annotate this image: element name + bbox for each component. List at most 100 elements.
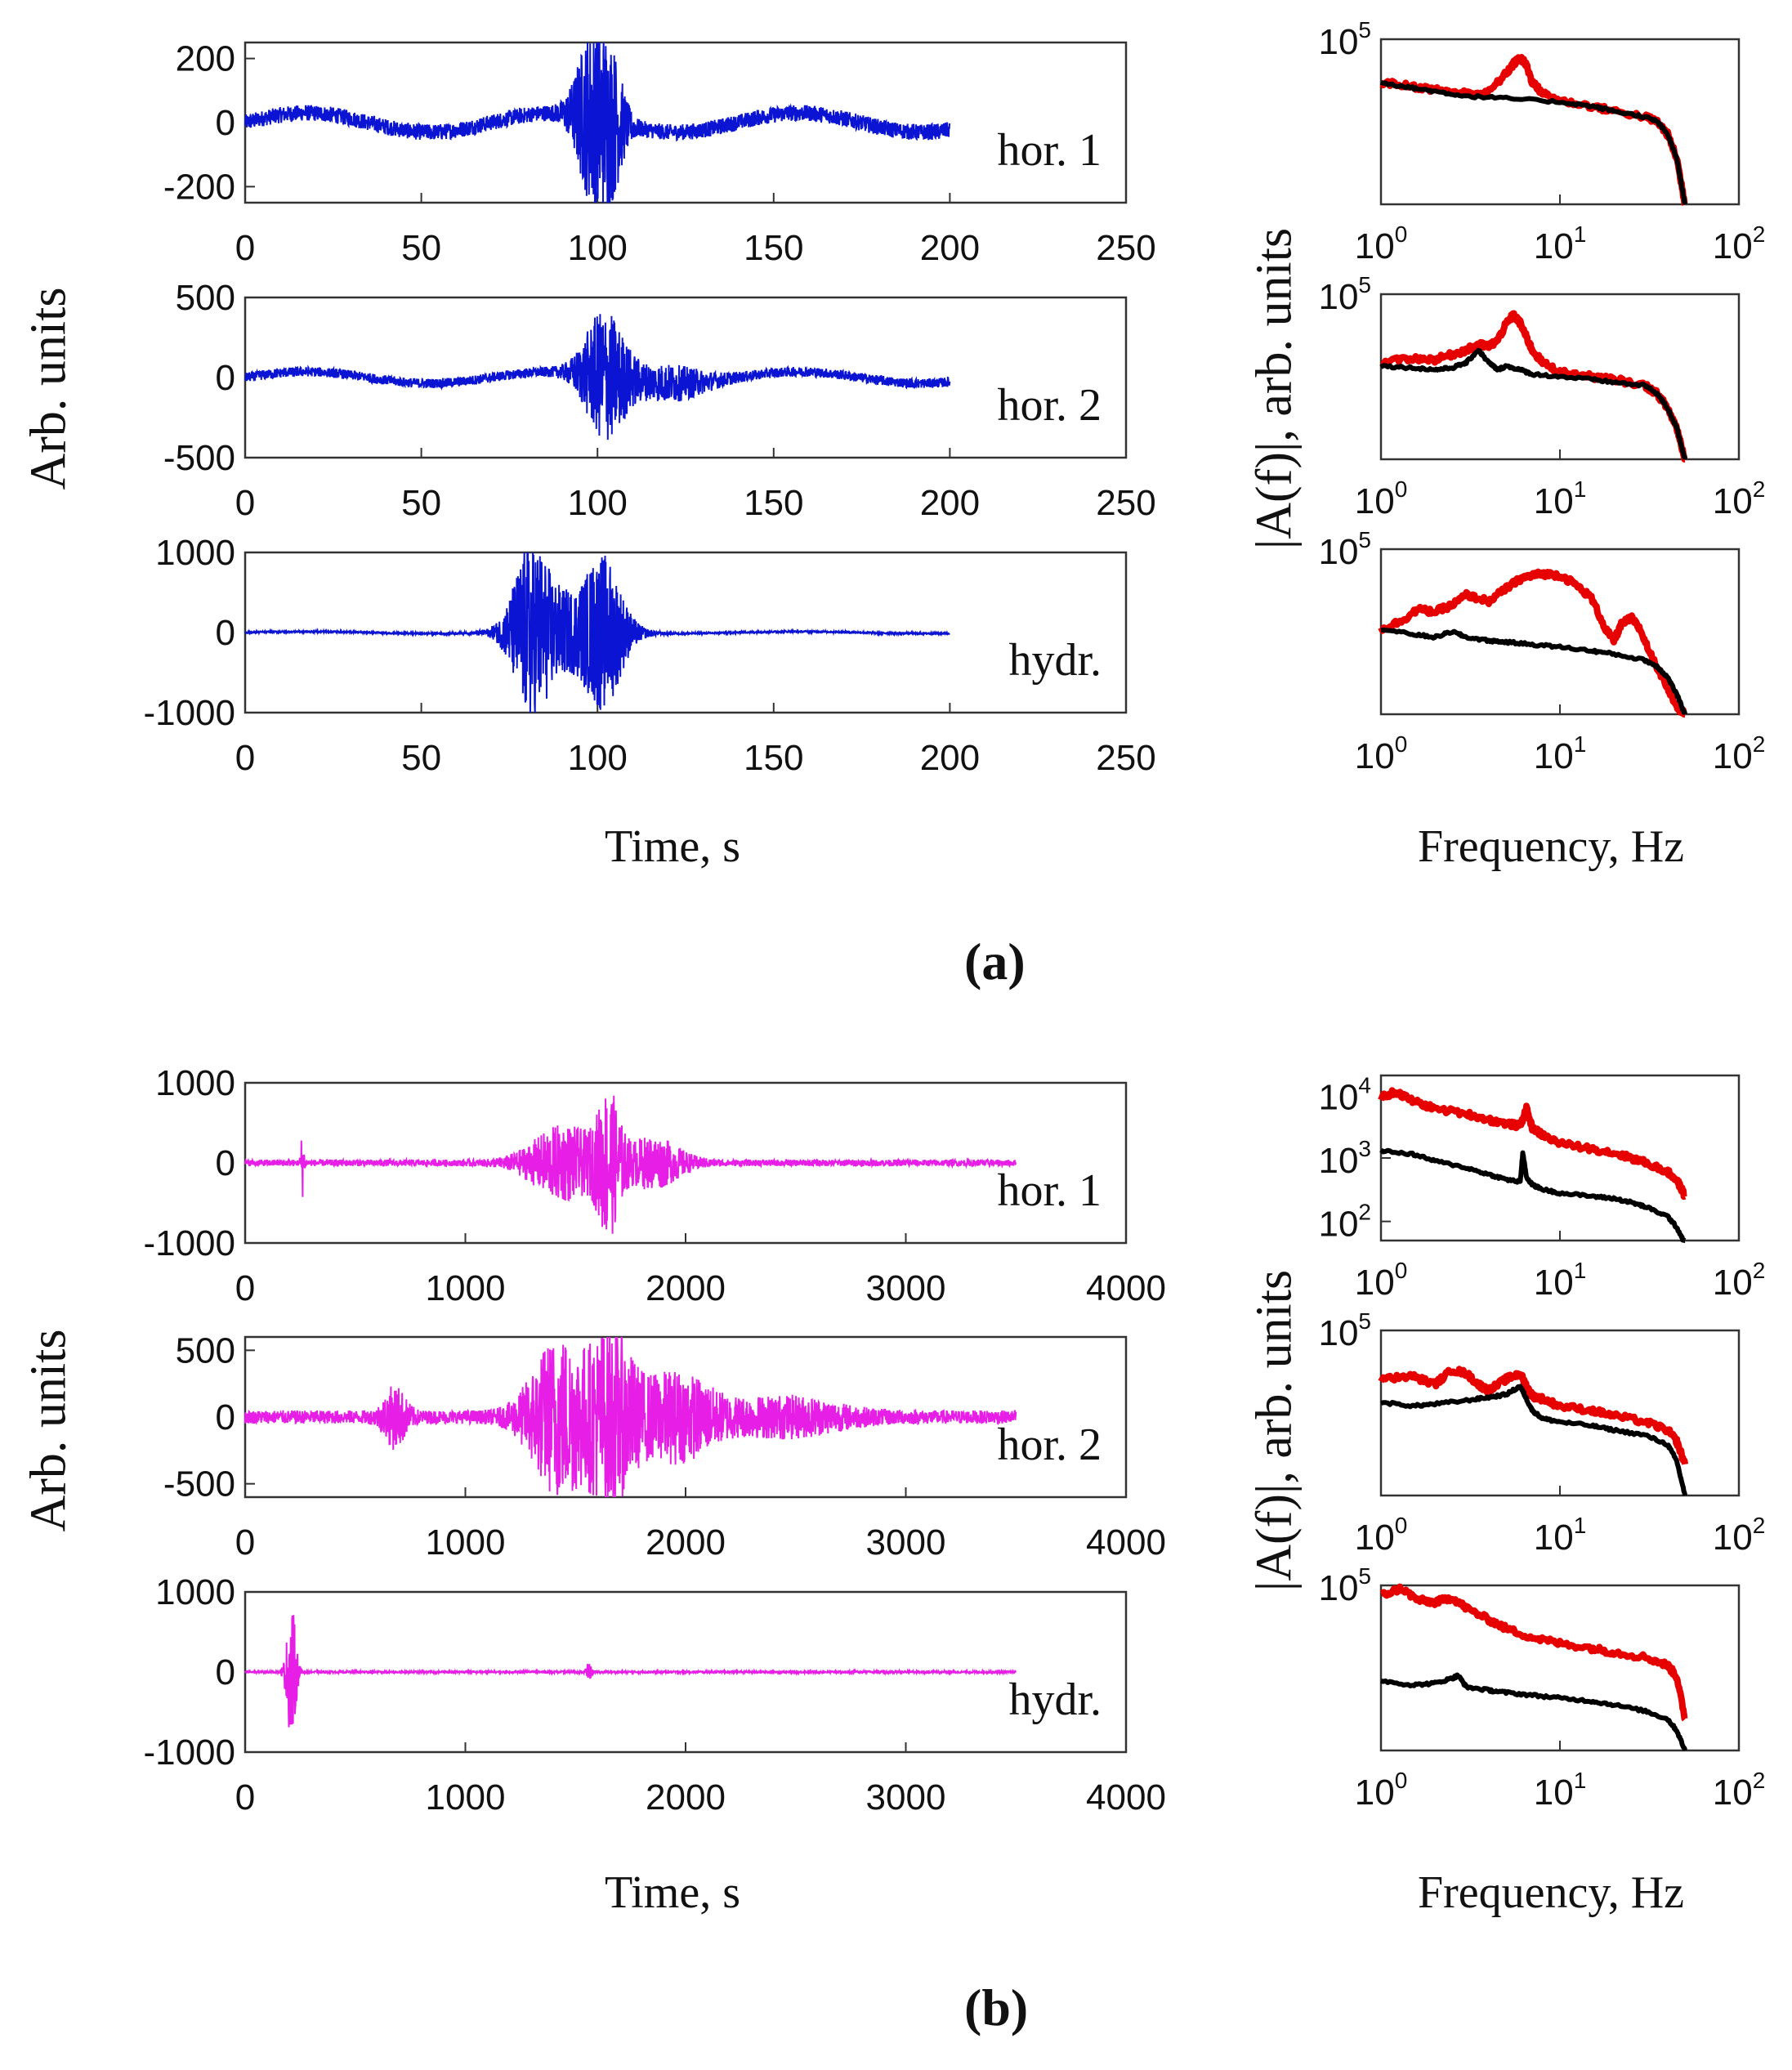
xtick-label: 2000 [646,1522,726,1563]
ytick-label: 102 [1318,1200,1371,1245]
xtick-label: 3000 [866,1268,946,1308]
panel-label-a: (a) [964,932,1026,990]
xtick-label: 102 [1713,476,1766,521]
ytick-label: 0 [216,613,235,653]
spectrum-series-black [1379,347,1688,460]
xtick-label: 102 [1713,1258,1766,1303]
time-xlabel-b: Time, s [605,1867,741,1918]
xtick-label: 0 [235,1777,255,1817]
channel-label: hor. 1 [997,125,1102,176]
xtick-label: 102 [1713,1513,1766,1558]
xtick-label: 0 [235,1268,255,1308]
ytick-label: 0 [216,358,235,398]
xtick-label: 100 [1355,221,1408,266]
xtick-label: 3000 [866,1522,946,1563]
freq-axes-frame [1379,1329,1741,1497]
ytick-label: 0 [216,103,235,143]
spectrum-series-black [1380,1672,1688,1751]
xtick-label: 100 [1355,731,1408,776]
xtick-label: 100 [1355,476,1408,521]
ytick-label: -500 [163,1464,235,1504]
xtick-label: 250 [1096,738,1155,778]
time-ylabel-a: Arb. units [20,287,77,490]
xtick-label: 101 [1534,476,1587,521]
freq-xlabel-a: Frequency, Hz [1418,821,1685,872]
xtick-label: 100 [567,483,627,523]
ytick-label: 500 [176,1330,235,1370]
spectrum-series-red [1379,54,1688,207]
freq-ylabel-b: |A(f)|, arb. units [1246,1269,1303,1592]
ytick-label: 1000 [155,533,235,573]
channel-label: hor. 2 [997,1419,1102,1470]
ytick-label: 1000 [155,1063,235,1103]
xtick-label: 101 [1534,731,1587,776]
spectrum-series-red [1378,1087,1688,1200]
xtick-label: 101 [1534,1258,1587,1303]
xtick-label: 0 [235,228,255,268]
xtick-label: 50 [401,228,441,268]
xtick-label: 1000 [426,1522,506,1563]
xtick-label: 101 [1534,221,1587,266]
xtick-label: 50 [401,483,441,523]
ytick-label: 105 [1318,17,1371,62]
spectrum-series-red [1378,1366,1689,1465]
channel-label: hor. 2 [997,380,1102,431]
xtick-label: 100 [567,738,627,778]
freq-ylabel-a: |A(f)|, arb. units [1246,227,1303,550]
spectrum-series-black [1380,1384,1688,1496]
xtick-label: 0 [235,1522,255,1563]
xtick-label: 100 [1355,1768,1408,1813]
ytick-label: 105 [1318,1563,1371,1608]
freq-xlabel-b: Frequency, Hz [1418,1867,1685,1918]
time-xlabel-a: Time, s [605,821,741,872]
xtick-label: 50 [401,738,441,778]
xtick-label: 150 [744,483,803,523]
ytick-label: 0 [216,1143,235,1183]
ytick-label: 500 [176,278,235,318]
waveform-series [244,1336,1017,1498]
xtick-label: 150 [744,228,803,268]
xtick-label: 250 [1096,228,1155,268]
xtick-label: 4000 [1086,1777,1166,1817]
xtick-label: 3000 [866,1777,946,1817]
ytick-label: 105 [1318,272,1371,317]
ytick-label: 105 [1318,1308,1371,1353]
xtick-label: 4000 [1086,1268,1166,1308]
xtick-label: 150 [744,738,803,778]
xtick-label: 2000 [646,1268,726,1308]
xtick-label: 102 [1713,221,1766,266]
waveform-series [244,552,950,713]
ytick-label: -1000 [143,1732,235,1773]
xtick-label: 100 [1355,1513,1408,1558]
waveform-series [244,314,951,440]
spectrum-series-red [1378,568,1688,718]
channel-label: hydr. [1008,635,1102,686]
xtick-label: 102 [1713,731,1766,776]
xtick-label: 101 [1534,1768,1587,1813]
freq-axes-frame [1379,38,1741,206]
panel-label-b: (b) [964,1978,1029,2036]
spectrum-series-red [1379,1583,1688,1722]
channel-label: hor. 1 [997,1165,1102,1216]
ytick-label: 104 [1318,1072,1371,1117]
ytick-label: 0 [216,1652,235,1692]
ytick-label: -1000 [143,1223,235,1263]
ytick-label: 200 [176,39,235,79]
ytick-label: -1000 [143,693,235,733]
xtick-label: 250 [1096,483,1155,523]
xtick-label: 200 [920,228,980,268]
ytick-label: 0 [216,1397,235,1437]
ytick-label: -500 [163,438,235,478]
spectrum-series-black [1379,79,1688,205]
xtick-label: 0 [235,483,255,523]
xtick-label: 100 [1355,1258,1408,1303]
ytick-label: 105 [1318,527,1371,572]
waveform-series [244,1095,1017,1234]
xtick-label: 200 [920,738,980,778]
spectrum-series-black [1379,1147,1687,1243]
channel-label: hydr. [1008,1674,1102,1725]
xtick-label: 101 [1534,1513,1587,1558]
waveform-series [244,1615,1017,1728]
